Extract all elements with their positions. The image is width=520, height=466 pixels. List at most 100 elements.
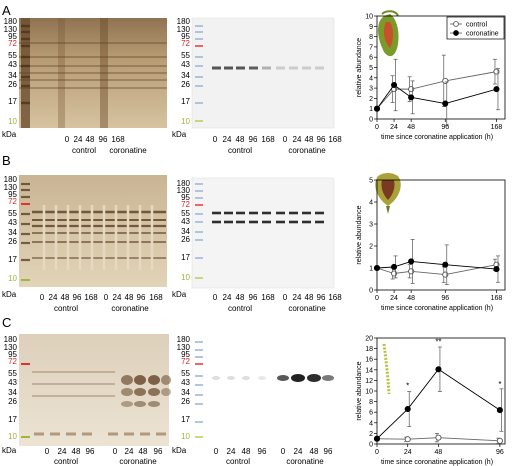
silver-stained-gel [19, 175, 167, 287]
unit-label: kDa [172, 130, 187, 139]
blot-ladder-labels: 180 130 95 72 55 43 34 26 17 10 [177, 335, 191, 441]
ladder-label: 26 [181, 235, 190, 244]
x-axis-label: time since coronatine application (h) [381, 459, 493, 466]
blot-ladder-labels: 180 130 95 72 55 43 34 26 17 10 [177, 179, 191, 282]
data-point [493, 266, 500, 273]
lane-label: 96 [249, 293, 258, 302]
ladder-label: 34 [8, 71, 17, 80]
lane-label: 24 [58, 447, 67, 456]
ladder-label: 10 [181, 273, 190, 282]
plot-frame [376, 337, 506, 445]
lane-label: 168 [328, 293, 342, 302]
y-axis-label: relative abundance [356, 38, 363, 97]
legend-marker [453, 21, 459, 27]
group-label-control: control [54, 457, 78, 466]
gel-ladder-labels: 180 130 95 72 55 43 34 26 17 10 [4, 335, 18, 441]
lane-label: 168 [328, 135, 342, 144]
lane-label: 24 [223, 135, 232, 144]
panel-a: A 180 130 95 72 55 43 34 26 17 10 kDa [2, 3, 399, 155]
data-point [496, 407, 503, 414]
lane-label: 48 [310, 447, 319, 456]
data-point [408, 258, 415, 265]
lane-label: 96 [249, 135, 258, 144]
ladder-label: 17 [181, 415, 190, 424]
ladder-label: 10 [181, 432, 190, 441]
y-tick-label: 3 [369, 86, 373, 93]
group-label-control: control [228, 304, 252, 313]
ladder-label: 43 [181, 378, 190, 387]
ladder-label: 130 [177, 186, 191, 195]
lane-label: 0 [113, 447, 118, 456]
data-point [404, 405, 411, 413]
lane-label: 168 [111, 135, 125, 144]
ladder-label: 43 [8, 218, 17, 227]
ladder-label: 95 [181, 32, 190, 41]
ladder-label: 130 [177, 25, 191, 34]
series-coronatine [373, 346, 504, 442]
panel-c: C 180 130 95 72 55 43 34 26 17 10 kDa [2, 315, 391, 466]
y-tick-label: 4 [369, 75, 373, 82]
lane-label: 0 [213, 135, 218, 144]
x-axis-label: time since coronatine application (h) [381, 305, 493, 312]
western-blot [192, 334, 334, 446]
unit-label: kDa [172, 290, 187, 299]
lane-label: 0 [40, 293, 45, 302]
y-axis-label: relative abundance [356, 361, 363, 420]
ladder-label: 180 [4, 17, 18, 26]
group-label-coronatine: coronatine [288, 304, 326, 313]
y-tick-label: 3 [369, 222, 373, 229]
significance-marker: * [406, 381, 409, 390]
silver-stained-gel [19, 334, 171, 446]
ladder-label: 180 [177, 335, 191, 344]
ladder-label: 55 [181, 51, 190, 60]
blot-lane-labels: 0 24 48 96 168 0 24 48 96 168 [213, 135, 342, 144]
chart-a: 0 1 2 3 4 5 6 7 8 9 10 0 24 48 96 168 time since coronat… [356, 14, 506, 141]
ladder-label: 95 [8, 32, 17, 41]
group-label-coronatine: coronatine [109, 146, 147, 155]
ladder-label: 130 [177, 343, 191, 352]
data-point [435, 434, 442, 441]
y-tick-label: 12 [365, 378, 373, 385]
group-label-coronatine: coronatine [288, 146, 326, 155]
y-tick-label: 16 [365, 357, 373, 364]
series-coronatine [373, 239, 500, 285]
blot-lane-labels: 0 24 48 96 168 0 24 48 96 168 [213, 293, 342, 302]
lane-label: 0 [104, 293, 109, 302]
lane-label: 96 [137, 293, 146, 302]
ladder-label: 72 [8, 197, 17, 206]
lane-label: 48 [61, 293, 70, 302]
y-tick-label: 6 [369, 410, 373, 417]
y-axis-label: relative abundance [356, 205, 363, 264]
ladder-label: 130 [4, 183, 18, 192]
x-tick-label: 48 [435, 449, 443, 456]
y-tick-label: 0 [369, 442, 373, 449]
x-tick-label: 96 [441, 295, 449, 302]
ladder-label: 130 [4, 25, 18, 34]
ladder-label: 10 [8, 432, 17, 441]
lane-label: 0 [65, 135, 70, 144]
ladder-label: 43 [8, 378, 17, 387]
legend-label: coronatine [466, 31, 499, 38]
lane-label: 0 [45, 447, 50, 456]
lane-label: 24 [223, 293, 232, 302]
lane-label: 24 [293, 135, 302, 144]
y-tick-label: 8 [369, 34, 373, 41]
x-axis-label: time since coronatine application (h) [381, 134, 493, 141]
ladder-label: 26 [181, 80, 190, 89]
series-control [373, 258, 500, 283]
ladder-label: 34 [8, 388, 17, 397]
x-tick-label: 0 [375, 124, 379, 131]
gel-lane-labels: 0 24 48 96 0 24 48 96 [45, 447, 163, 456]
x-tick-label: 168 [491, 295, 503, 302]
lane-label: 0 [283, 293, 288, 302]
x-tick-label: 0 [375, 295, 379, 302]
data-point [442, 261, 449, 268]
lane-label: 48 [125, 293, 134, 302]
ladder-label: 10 [8, 274, 17, 283]
data-point [435, 366, 442, 373]
data-point [404, 436, 411, 443]
lane-label: 48 [139, 447, 148, 456]
ladder-label: 72 [8, 357, 17, 366]
blot-lane-labels: 0 24 48 96 0 24 48 96 [214, 447, 333, 456]
